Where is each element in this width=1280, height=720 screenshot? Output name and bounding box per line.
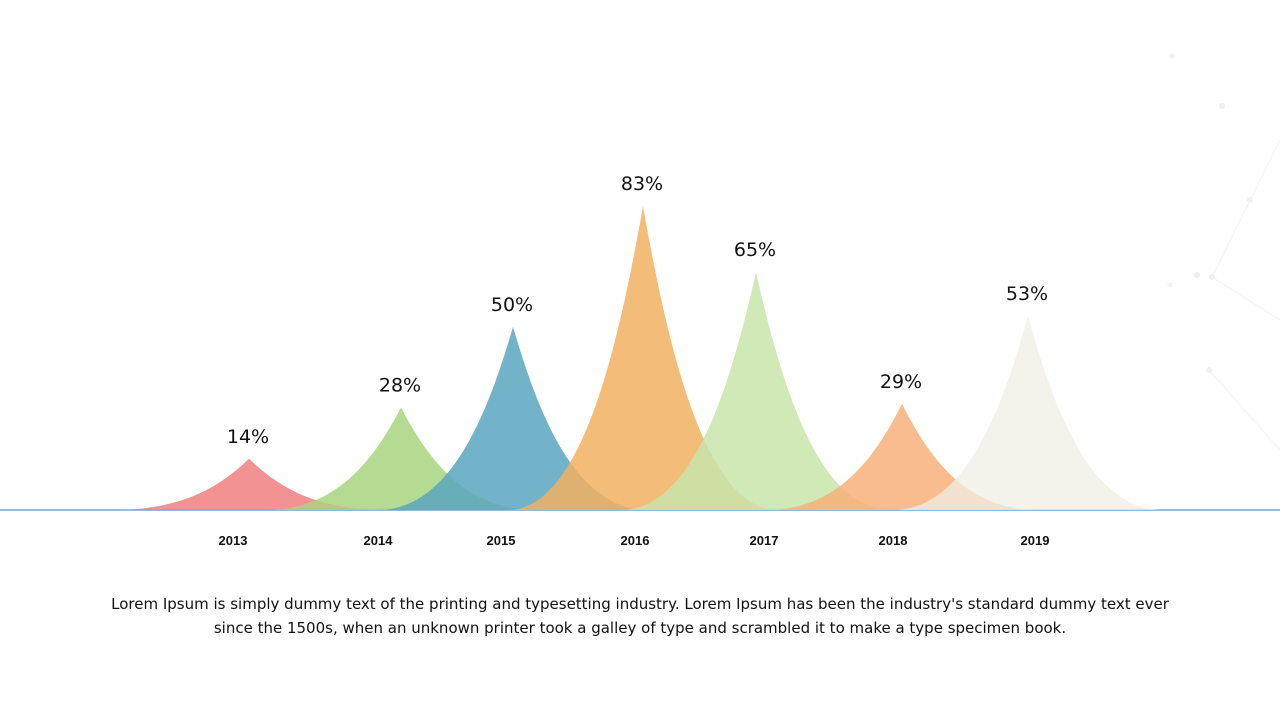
x-tick-label-2015: 2015 [487,533,516,548]
data-label-2019: 53% [1006,283,1048,305]
x-tick-label-2016: 2016 [621,533,650,548]
x-tick-label-2013: 2013 [219,533,248,548]
spike-2016 [508,206,778,510]
x-tick-labels: 2013 2014 2015 2016 2017 2018 2019 [219,533,1050,548]
spike-2013 [114,458,384,510]
data-label-2018: 29% [880,371,922,393]
x-tick-label-2017: 2017 [750,533,779,548]
chart-caption: Lorem Ipsum is simply dummy text of the … [111,595,1169,637]
background-decoration [1167,53,1280,451]
spike-2014 [266,407,536,510]
data-label-2014: 28% [379,375,421,397]
spike-2018 [767,403,1037,510]
x-tick-label-2019: 2019 [1021,533,1050,548]
data-label-2015: 50% [491,294,533,316]
spike-2015 [378,327,648,510]
x-tick-label-2014: 2014 [364,533,394,548]
spike-2017 [621,272,891,510]
spike-2019 [893,316,1163,510]
series-spikes [114,206,1163,510]
data-labels: 14% 28% 50% 83% 65% 29% 53% [227,173,1048,448]
x-tick-label-2018: 2018 [879,533,908,548]
data-label-2016: 83% [621,173,663,195]
data-label-2017: 65% [734,239,776,261]
data-label-2013: 14% [227,426,269,448]
